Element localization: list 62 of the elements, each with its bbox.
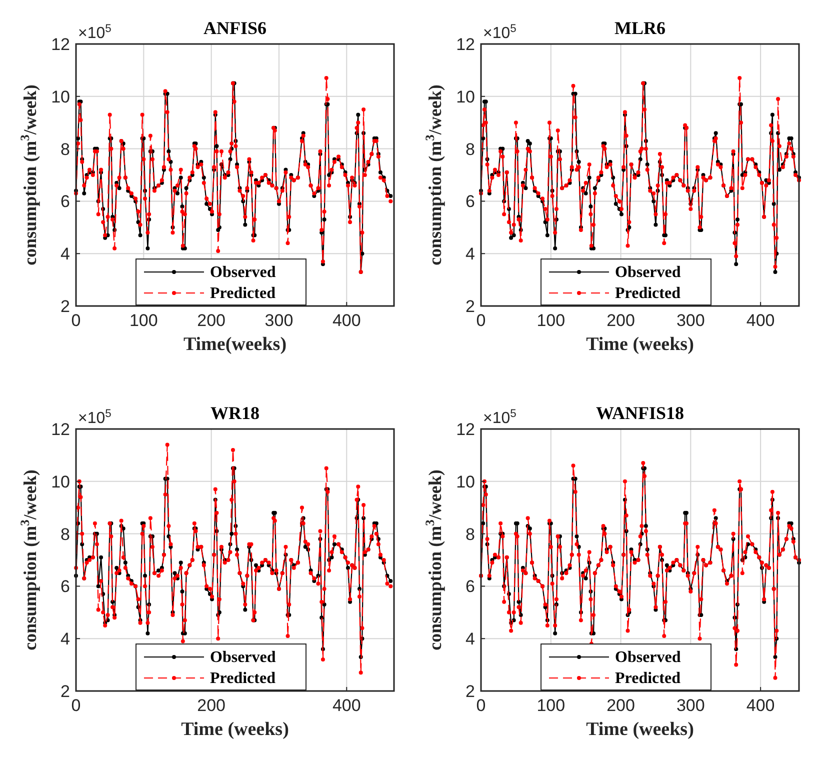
x-tick-label: 100 bbox=[536, 311, 566, 330]
chart-title: MLR6 bbox=[614, 18, 666, 38]
text: ×10$^{5}$ bbox=[483, 23, 516, 42]
y-tick-label: 4 bbox=[60, 244, 70, 264]
legend-label: Predicted bbox=[615, 670, 681, 687]
legend-label: Observed bbox=[210, 264, 276, 281]
y-tick-label: 12 bbox=[51, 35, 70, 54]
legend-label: Predicted bbox=[615, 285, 681, 302]
x-axis-title: Time(weeks) bbox=[183, 334, 287, 355]
x-tick-label: 200 bbox=[606, 311, 635, 330]
x-tick-label: 200 bbox=[197, 696, 226, 715]
y-tick-label: 8 bbox=[466, 140, 475, 159]
x-tick-label: 300 bbox=[264, 311, 294, 330]
x-tick-label: 100 bbox=[536, 696, 566, 715]
y-tick-label: 10 bbox=[456, 87, 475, 106]
x-tick-label: 0 bbox=[476, 311, 486, 330]
y-tick-label: 6 bbox=[60, 577, 70, 596]
y-tick-label: 8 bbox=[466, 524, 475, 544]
y-tick-label: 12 bbox=[51, 420, 70, 439]
x-axis-title: Time (weeks) bbox=[586, 719, 694, 740]
x-tick-label: 200 bbox=[606, 696, 635, 715]
x-tick-label: 400 bbox=[332, 696, 361, 715]
x-tick-label: 100 bbox=[129, 311, 158, 330]
y-tick-label: 10 bbox=[51, 87, 70, 106]
y-tick-label: 4 bbox=[466, 244, 475, 264]
y-tick-label: 4 bbox=[60, 630, 70, 649]
text: ×10$^{5}$ bbox=[78, 23, 112, 42]
text: ×10$^{5}$ bbox=[78, 408, 112, 427]
x-tick-label: 0 bbox=[476, 696, 486, 715]
legend-label: Observed bbox=[615, 264, 681, 281]
y-tick-label: 2 bbox=[466, 682, 475, 701]
x-tick-label: 400 bbox=[332, 311, 361, 330]
y-tick-label: 2 bbox=[466, 297, 475, 316]
chart-title: ANFIS6 bbox=[203, 18, 267, 38]
legend-label: Predicted bbox=[210, 670, 276, 687]
x-tick-label: 0 bbox=[71, 311, 81, 330]
y-tick-label: 6 bbox=[60, 192, 70, 212]
x-tick-label: 300 bbox=[676, 311, 705, 330]
chart-title: WR18 bbox=[210, 403, 260, 423]
legend-label: Predicted bbox=[210, 285, 276, 302]
y-tick-label: 12 bbox=[456, 35, 475, 54]
chart-title: WANFIS18 bbox=[596, 403, 684, 423]
y-tick-label: 12 bbox=[456, 420, 475, 439]
text: ×10$^{5}$ bbox=[483, 408, 516, 427]
y-tick-label: 2 bbox=[60, 682, 70, 701]
x-tick-label: 400 bbox=[746, 696, 775, 715]
y-tick-label: 6 bbox=[466, 577, 475, 596]
y-tick-label: 8 bbox=[60, 140, 70, 159]
y-tick-label: 4 bbox=[466, 630, 475, 649]
y-tick-label: 10 bbox=[51, 472, 70, 492]
y-tick-label: 2 bbox=[60, 297, 70, 316]
legend-label: Observed bbox=[210, 649, 276, 666]
x-axis-title: Time (weeks) bbox=[181, 719, 289, 740]
x-tick-label: 200 bbox=[197, 311, 226, 330]
legend-label: Observed bbox=[615, 649, 681, 666]
y-tick-label: 6 bbox=[466, 192, 475, 212]
y-tick-label: 8 bbox=[60, 524, 70, 544]
y-tick-label: 10 bbox=[456, 472, 475, 492]
x-tick-label: 400 bbox=[746, 311, 775, 330]
x-tick-label: 300 bbox=[676, 696, 705, 715]
x-axis-title: Time (weeks) bbox=[586, 334, 694, 355]
x-tick-label: 0 bbox=[71, 696, 81, 715]
